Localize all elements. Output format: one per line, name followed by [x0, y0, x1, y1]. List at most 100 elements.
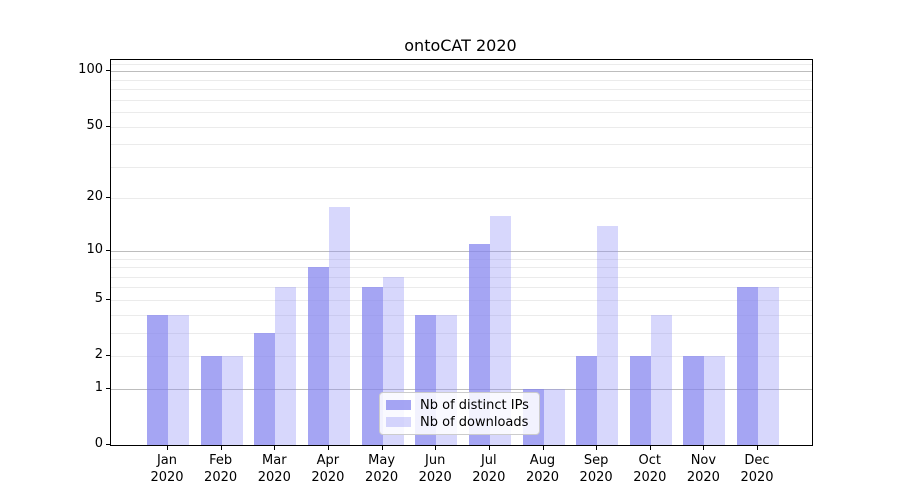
bar-nb-of-downloads-aug	[543, 388, 565, 445]
x-tick-year-jun: 2020	[418, 470, 452, 485]
y-tick-label-1: 1	[94, 379, 103, 395]
gridline-major-10	[111, 250, 812, 252]
x-tick-label-apr: Apr 2020	[296, 452, 360, 486]
x-tick-mark-mar	[274, 446, 276, 450]
x-tick-label-nov: Nov 2020	[671, 452, 735, 486]
gridline-minor-2	[111, 356, 812, 357]
x-tick-year-may: 2020	[365, 470, 399, 485]
x-tick-label-jul: Jul 2020	[457, 452, 521, 486]
legend-label-distinct-ips: Nb of distinct IPs	[420, 397, 529, 413]
y-tick-label-100: 100	[78, 62, 103, 78]
gridline-minor-50	[111, 126, 812, 128]
x-tick-year-oct: 2020	[633, 470, 667, 485]
bar-nb-of-distinct-ips-nov	[683, 356, 705, 445]
gridline-minor-20	[111, 198, 812, 200]
legend: Nb of distinct IPs Nb of downloads	[379, 392, 540, 435]
x-tick-mark-dec	[757, 446, 758, 450]
x-tick-year-mar: 2020	[257, 470, 291, 485]
bar-nb-of-downloads-sep	[597, 225, 619, 445]
x-tick-year-jul: 2020	[472, 470, 506, 485]
legend-label-downloads: Nb of downloads	[420, 414, 529, 430]
gridline-minor-70	[111, 99, 812, 101]
plot-area	[110, 59, 813, 446]
bar-nb-of-distinct-ips-sep	[576, 356, 598, 445]
bar-nb-of-downloads-dec	[758, 287, 779, 445]
bar-nb-of-downloads-nov	[704, 356, 726, 445]
bar-nb-of-distinct-ips-jan	[147, 314, 168, 445]
x-tick-year-feb: 2020	[204, 470, 238, 485]
y-tick-mark-10	[106, 249, 110, 251]
y-tick-label-5: 5	[94, 290, 103, 306]
gridline-minor-8	[111, 267, 812, 268]
gridline-minor-80	[111, 89, 812, 91]
bar-nb-of-downloads-jul	[489, 215, 511, 445]
bar-nb-of-distinct-ips-mar	[254, 332, 276, 445]
y-tick-mark-20	[106, 197, 110, 199]
y-tick-mark-0	[106, 444, 110, 445]
chart-title: ontoCAT 2020	[404, 36, 517, 55]
x-tick-mark-sep	[596, 446, 598, 450]
x-tick-label-may: May 2020	[350, 452, 414, 486]
gridline-major-1	[111, 388, 812, 390]
y-tick-mark-5	[106, 298, 110, 300]
x-tick-mark-may	[381, 446, 383, 450]
y-tick-label-20: 20	[86, 189, 103, 205]
bar-nb-of-downloads-feb	[221, 356, 243, 445]
x-tick-label-feb: Feb 2020	[189, 452, 253, 486]
x-tick-mark-jan	[167, 446, 168, 450]
x-tick-year-jan: 2020	[150, 470, 184, 485]
bar-nb-of-downloads-mar	[275, 287, 297, 445]
x-tick-label-aug: Aug 2020	[511, 452, 575, 486]
x-tick-label-oct: Oct 2020	[618, 452, 682, 486]
gridline-minor-5	[111, 299, 812, 301]
bar-nb-of-downloads-apr	[328, 206, 350, 445]
x-tick-year-dec: 2020	[740, 470, 774, 485]
bar-nb-of-distinct-ips-dec	[737, 287, 758, 445]
y-tick-mark-1	[106, 387, 110, 389]
gridline-minor-7	[111, 276, 812, 278]
x-tick-mark-jun	[435, 446, 437, 450]
bar-nb-of-downloads-jan	[168, 314, 189, 445]
x-tick-year-sep: 2020	[579, 470, 613, 485]
gridline-minor-6	[111, 287, 812, 289]
bar-nb-of-downloads-oct	[650, 314, 672, 445]
legend-swatch-downloads	[386, 417, 411, 427]
x-tick-mark-aug	[542, 446, 544, 450]
x-tick-mark-jul	[488, 446, 490, 450]
x-tick-mark-feb	[220, 446, 222, 450]
gridline-minor-90	[111, 79, 812, 81]
y-tick-label-50: 50	[86, 117, 103, 133]
y-tick-label-10: 10	[86, 241, 103, 257]
gridline-minor-30	[111, 166, 812, 168]
legend-item-downloads: Nb of downloads	[386, 414, 529, 430]
legend-item-distinct-ips: Nb of distinct IPs	[386, 397, 529, 413]
bar-nb-of-distinct-ips-feb	[200, 356, 222, 445]
gridline-minor-9	[111, 258, 812, 260]
gridline-minor-110	[111, 63, 812, 65]
bar-nb-of-distinct-ips-oct	[629, 356, 651, 445]
x-tick-mark-oct	[649, 446, 651, 450]
y-tick-mark-100	[106, 70, 110, 72]
bar-nb-of-distinct-ips-may	[361, 287, 383, 445]
gridline-major-100	[111, 71, 812, 73]
x-tick-label-mar: Mar 2020	[242, 452, 306, 486]
y-tick-mark-2	[106, 355, 110, 356]
gridline-minor-3	[111, 332, 812, 334]
x-tick-year-apr: 2020	[311, 470, 345, 485]
x-tick-mark-apr	[327, 446, 329, 450]
y-tick-mark-50	[106, 125, 110, 127]
x-tick-label-sep: Sep 2020	[564, 452, 628, 486]
legend-swatch-distinct-ips	[386, 400, 411, 410]
gridline-minor-4	[111, 314, 812, 316]
x-tick-label-jun: Jun 2020	[403, 452, 467, 486]
y-tick-label-2: 2	[94, 347, 103, 362]
x-tick-label-dec: Dec 2020	[725, 452, 789, 486]
bar-nb-of-distinct-ips-apr	[307, 267, 329, 445]
x-tick-year-nov: 2020	[686, 470, 720, 485]
gridline-minor-40	[111, 144, 812, 146]
gridline-minor-60	[111, 112, 812, 114]
x-tick-label-jan: Jan 2020	[135, 452, 199, 486]
x-tick-year-aug: 2020	[525, 470, 560, 485]
x-tick-mark-nov	[703, 446, 705, 450]
